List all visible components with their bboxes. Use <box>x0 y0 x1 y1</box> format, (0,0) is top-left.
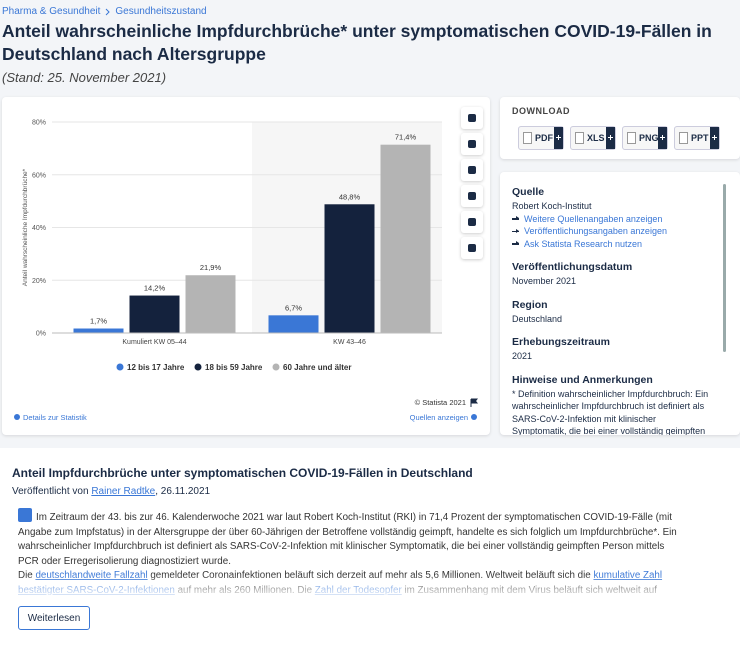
download-pdf[interactable]: PDF <box>518 126 564 150</box>
link[interactable]: kumulative Zahl bestätigter SARS-CoV-2-I… <box>18 570 663 596</box>
notes: * Definition wahrscheinlicher Impfdurchb… <box>512 388 709 436</box>
breadcrumb-link[interactable]: Pharma & Gesundheit <box>2 6 101 17</box>
x-tick-label: KW 43–46 <box>333 339 366 346</box>
format-label: XLS <box>587 133 605 143</box>
download-xls[interactable]: XLS <box>570 126 616 150</box>
format-label: PNG <box>639 133 659 143</box>
download-card: DOWNLOAD PDF XLS PNG PPT <box>500 97 740 159</box>
section-title: Veröffentlichungsdatum <box>512 261 633 273</box>
text: gemeldeter Coronainfektionen beläuft sic… <box>147 570 594 581</box>
section-title: Quelle <box>512 186 545 198</box>
section-title: Hinweise und Anmerkungen <box>512 373 653 386</box>
share-button[interactable] <box>461 185 483 207</box>
chart: 0% 20% 40% 60% 80% Anteil wahrscheinliche Imp… <box>14 120 478 422</box>
y-tick-label: 0% <box>36 331 46 338</box>
text: auf mehr als 260 Millionen. Die <box>174 584 315 596</box>
text: im Zusammenhang mit dem Virus beläuft si… <box>401 584 657 596</box>
info-icon <box>14 414 20 420</box>
value-label: 1,7% <box>90 317 107 326</box>
legend-label: 60 Jahre und älter <box>283 363 351 372</box>
source: Robert Koch-Institut <box>512 201 592 211</box>
bar <box>268 315 319 333</box>
paragraph-text: Im Zeitraum der 43. bis zur 46. Kalender… <box>18 512 677 567</box>
value-label: 6,7% <box>285 303 302 312</box>
text: Die <box>18 570 36 581</box>
article: Anteil Impfdurchbrüche unter symptomatis… <box>0 448 740 646</box>
subtitle: (Stand: 25. November 2021) <box>2 70 167 85</box>
value-label: 71,4% <box>395 133 417 142</box>
link-text: Weitere Quellenangaben anzeigen <box>524 213 663 224</box>
link[interactable]: Zahl der Todesopfer <box>314 584 402 596</box>
value-label: 21,9% <box>200 263 222 272</box>
article-title: Anteil Impfdurchbrüche unter symptomatis… <box>12 466 473 480</box>
region: Deutschland <box>512 313 563 324</box>
breadcrumb: Pharma & Gesundheit Gesundheitszustand <box>2 6 207 17</box>
settings-button[interactable] <box>461 159 483 181</box>
info-content: Quelle Robert Koch-Institut Weitere Quel… <box>512 186 712 435</box>
bar <box>129 295 180 333</box>
print-button[interactable] <box>461 237 483 259</box>
details-link[interactable]: Details zur Statistik <box>23 413 87 422</box>
link[interactable]: Weitere Quellenangaben anzeigen <box>512 213 712 226</box>
y-axis-title: Anteil wahrscheinliche Impfdurchbrüche* <box>22 168 29 286</box>
notify-button[interactable] <box>461 133 483 155</box>
bar <box>185 275 236 333</box>
chart-card: 0% 20% 40% 60% 80% Anteil wahrscheinliche Imp… <box>2 97 490 435</box>
published: Veröffentlicht von Rainer Radtke, 26.11.… <box>12 486 210 497</box>
download-png[interactable]: PNG <box>622 126 668 150</box>
info-icon <box>471 414 477 420</box>
link[interactable]: deutschlandweite Fallzahl <box>35 570 148 581</box>
format-label: PPT <box>691 133 709 143</box>
date: November 2021 <box>512 276 577 286</box>
legend-swatch <box>194 363 202 371</box>
chevron <box>106 8 111 15</box>
published-prefix: Veröffentlicht von <box>12 486 92 497</box>
y-tick-label: 20% <box>32 278 46 285</box>
format-label: PDF <box>535 133 553 143</box>
bar <box>73 328 124 333</box>
cite-button[interactable] <box>461 211 483 233</box>
value-label: 14,2% <box>144 284 166 293</box>
flag-icon <box>470 398 478 407</box>
legend-swatch <box>272 363 280 371</box>
download-ppt[interactable]: PPT <box>674 126 720 150</box>
y-tick-label: 60% <box>32 172 46 179</box>
author-link[interactable]: Rainer Radtke <box>91 486 156 497</box>
bar <box>324 204 375 333</box>
paragraph: Die deutschlandweite Fallzahl gemeldeter… <box>18 569 678 598</box>
bar <box>380 144 431 333</box>
link-text: Veröffentlichungsangaben anzeigen <box>524 226 667 236</box>
download-title: DOWNLOAD <box>512 106 570 116</box>
section-title: Erhebungszeitraum <box>512 336 611 348</box>
period: 2021 <box>512 351 533 361</box>
value-label: 48,8% <box>339 192 361 201</box>
link[interactable]: Ask Statista Research nutzen <box>512 238 712 251</box>
page-title: Anteil wahrscheinliche Impfdurchbrüche* … <box>2 21 712 64</box>
link[interactable]: Veröffentlichungsangaben anzeigen <box>512 225 712 238</box>
y-tick-label: 80% <box>32 120 46 127</box>
y-tick-label: 40% <box>32 225 46 232</box>
breadcrumb-link[interactable]: Gesundheitszustand <box>115 6 207 17</box>
legend-label: 18 bis 59 Jahre <box>205 363 263 372</box>
article-body: Im Zeitraum der 43. bis zur 46. Kalender… <box>18 508 678 600</box>
favorite-button[interactable] <box>461 107 483 129</box>
scrollbar[interactable] <box>723 184 726 352</box>
paragraph: Im Zeitraum der 43. bis zur 46. Kalender… <box>18 508 678 569</box>
sources-link[interactable]: Quellen anzeigen <box>410 413 468 422</box>
x-tick-label: Kumuliert KW 05–44 <box>122 339 186 346</box>
info-card: Quelle Robert Koch-Institut Weitere Quel… <box>500 172 740 435</box>
read-more-button[interactable]: Weiterlesen <box>18 606 90 630</box>
published-date: , 26.11.2021 <box>155 486 211 497</box>
legend-swatch <box>116 363 124 371</box>
section-title: Region <box>512 298 548 311</box>
legend-label: 12 bis 17 Jahre <box>127 363 185 372</box>
link-text: Ask Statista Research nutzen <box>524 238 643 249</box>
copyright: © Statista 2021 <box>415 398 466 407</box>
